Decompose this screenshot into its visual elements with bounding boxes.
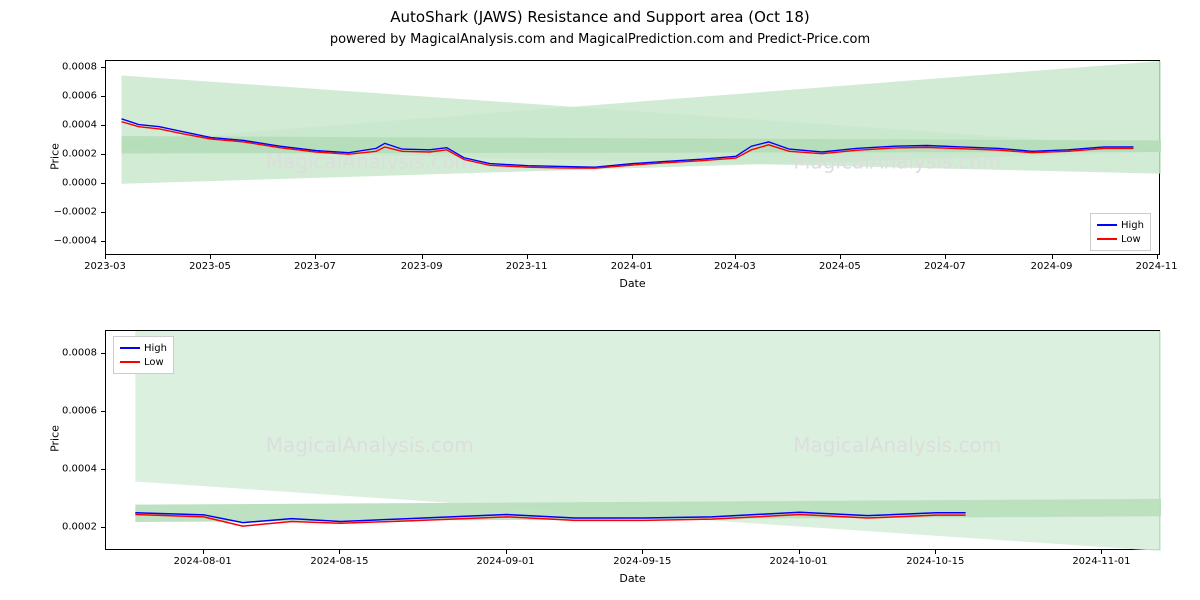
xtick-mark bbox=[210, 255, 211, 259]
ytick-mark bbox=[101, 96, 105, 97]
xtick-label: 2024-03 bbox=[714, 261, 756, 272]
xtick-label: 2024-01 bbox=[611, 261, 653, 272]
legend-label: Low bbox=[144, 357, 164, 368]
xtick-mark bbox=[315, 255, 316, 259]
ytick-label: 0.0002 bbox=[47, 521, 97, 532]
legend-item: High bbox=[1097, 218, 1144, 232]
ytick-mark bbox=[101, 411, 105, 412]
ytick-label: 0.0004 bbox=[47, 463, 97, 474]
xtick-mark bbox=[935, 550, 936, 554]
xtick-mark bbox=[1157, 255, 1158, 259]
top-chart-svg: MagicalAnalysis.comMagicalAnalysis.com bbox=[106, 61, 1161, 256]
top-chart-axes: MagicalAnalysis.comMagicalAnalysis.com bbox=[105, 60, 1160, 255]
ytick-mark bbox=[101, 212, 105, 213]
ytick-label: 0.0002 bbox=[47, 148, 97, 159]
watermark-text: MagicalAnalysis.com bbox=[266, 149, 474, 173]
legend-line-icon bbox=[120, 361, 140, 363]
xtick-label: 2024-11-01 bbox=[1072, 556, 1130, 567]
legend-line-icon bbox=[1097, 224, 1117, 226]
bottom-chart-axes: MagicalAnalysis.com MagicalAnalysis.com bbox=[105, 330, 1160, 550]
legend-label: High bbox=[144, 343, 167, 354]
xtick-label: 2024-09-01 bbox=[476, 556, 534, 567]
xtick-mark bbox=[1101, 550, 1102, 554]
ytick-mark bbox=[101, 353, 105, 354]
ytick-label: −0.0002 bbox=[47, 206, 97, 217]
ytick-label: 0.0006 bbox=[47, 406, 97, 417]
ytick-mark bbox=[101, 241, 105, 242]
xtick-label: 2023-11 bbox=[506, 261, 548, 272]
xtick-mark bbox=[642, 550, 643, 554]
xtick-mark bbox=[735, 255, 736, 259]
bottom-chart-xlabel: Date bbox=[105, 572, 1160, 585]
legend-item: Low bbox=[120, 355, 167, 369]
xtick-mark bbox=[506, 550, 507, 554]
xtick-mark bbox=[339, 550, 340, 554]
xtick-label: 2023-03 bbox=[84, 261, 126, 272]
ytick-mark bbox=[101, 183, 105, 184]
figure-suptitle: AutoShark (JAWS) Resistance and Support … bbox=[0, 8, 1200, 26]
figure: AutoShark (JAWS) Resistance and Support … bbox=[0, 0, 1200, 600]
legend-line-icon bbox=[120, 347, 140, 349]
ytick-label: −0.0004 bbox=[47, 235, 97, 246]
xtick-label: 2024-07 bbox=[924, 261, 966, 272]
xtick-label: 2024-08-01 bbox=[174, 556, 232, 567]
ytick-label: 0.0004 bbox=[47, 120, 97, 131]
xtick-label: 2024-11 bbox=[1136, 261, 1178, 272]
xtick-mark bbox=[632, 255, 633, 259]
xtick-label: 2023-05 bbox=[189, 261, 231, 272]
xtick-label: 2023-09 bbox=[401, 261, 443, 272]
xtick-label: 2024-10-01 bbox=[770, 556, 828, 567]
xtick-mark bbox=[203, 550, 204, 554]
ytick-mark bbox=[101, 469, 105, 470]
xtick-label: 2024-05 bbox=[819, 261, 861, 272]
ytick-label: 0.0008 bbox=[47, 348, 97, 359]
xtick-label: 2024-10-15 bbox=[906, 556, 964, 567]
xtick-label: 2024-08-15 bbox=[310, 556, 368, 567]
ytick-label: 0.0000 bbox=[47, 177, 97, 188]
ytick-mark bbox=[101, 125, 105, 126]
legend-line-icon bbox=[1097, 238, 1117, 240]
ytick-mark bbox=[101, 154, 105, 155]
ytick-label: 0.0008 bbox=[47, 62, 97, 73]
bottom-chart-svg: MagicalAnalysis.com MagicalAnalysis.com bbox=[106, 331, 1161, 551]
xtick-label: 2024-09-15 bbox=[613, 556, 671, 567]
xtick-label: 2024-09 bbox=[1031, 261, 1073, 272]
xtick-label: 2023-07 bbox=[294, 261, 336, 272]
xtick-mark bbox=[527, 255, 528, 259]
ytick-label: 0.0006 bbox=[47, 91, 97, 102]
xtick-mark bbox=[422, 255, 423, 259]
xtick-mark bbox=[840, 255, 841, 259]
ytick-mark bbox=[101, 527, 105, 528]
xtick-mark bbox=[105, 255, 106, 259]
top-chart-legend: High Low bbox=[1090, 213, 1151, 251]
bottom-chart-ylabel: Price bbox=[49, 409, 62, 469]
xtick-mark bbox=[799, 550, 800, 554]
ytick-mark bbox=[101, 67, 105, 68]
watermark-text: MagicalAnalysis.com bbox=[266, 433, 474, 457]
bottom-chart-legend: High Low bbox=[113, 336, 174, 374]
xtick-mark bbox=[945, 255, 946, 259]
legend-label: High bbox=[1121, 220, 1144, 231]
xtick-mark bbox=[1052, 255, 1053, 259]
figure-subtitle: powered by MagicalAnalysis.com and Magic… bbox=[0, 32, 1200, 47]
legend-label: Low bbox=[1121, 234, 1141, 245]
watermark-text: MagicalAnalysis.com bbox=[793, 433, 1001, 457]
legend-item: High bbox=[120, 341, 167, 355]
legend-item: Low bbox=[1097, 232, 1144, 246]
top-chart-xlabel: Date bbox=[105, 277, 1160, 290]
